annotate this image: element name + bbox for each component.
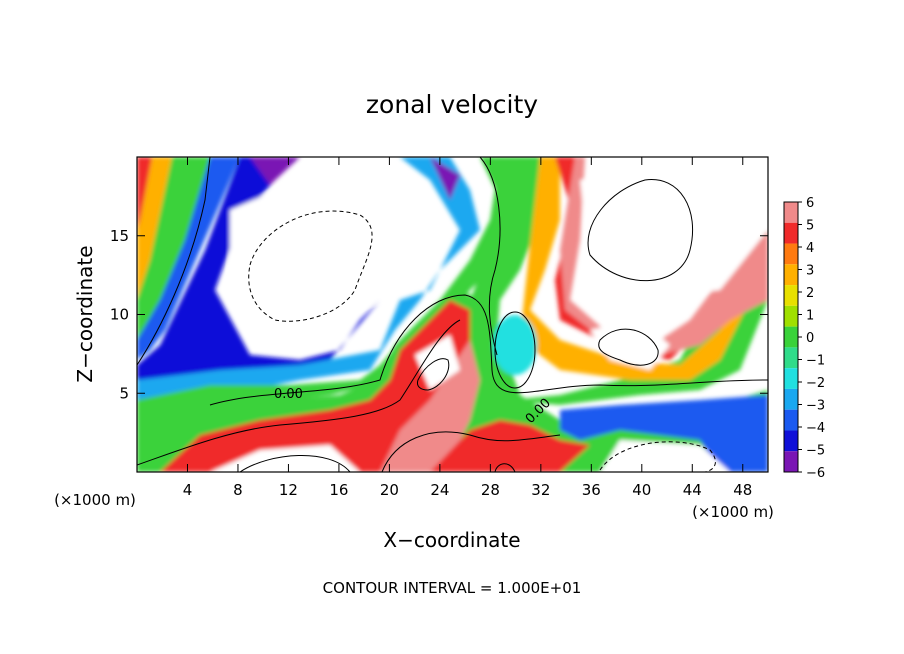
- y-tick-label: 5: [119, 384, 129, 402]
- x-tick-label: 36: [582, 481, 601, 499]
- y-axis: 5 10 15: [110, 227, 768, 402]
- y-axis-label: Z−coordinate: [73, 245, 97, 382]
- x-tick-label: 44: [683, 481, 702, 499]
- x-unit-label-right: (×1000 m): [692, 503, 774, 521]
- x-tick-label: 40: [632, 481, 651, 499]
- colorbar-label: 6: [806, 196, 814, 211]
- colorbar-swatch: [784, 202, 798, 223]
- x-tick-label: 4: [183, 481, 193, 499]
- colorbar-swatch: [784, 347, 798, 369]
- x-tick-label: 48: [733, 481, 752, 499]
- colorbar-label: −5: [806, 444, 825, 459]
- colorbar-label: −6: [806, 466, 825, 481]
- colorbar-swatch: [784, 264, 798, 286]
- x-tick-label: 24: [430, 481, 449, 499]
- colorbar-swatch: [784, 222, 798, 244]
- x-axis-label: X−coordinate: [383, 528, 520, 552]
- x-axis: 4 8 12 16 20 24 28 32 36 40 44 48: [183, 157, 752, 499]
- velocity-field: [137, 157, 768, 472]
- colorbar-swatch: [784, 388, 798, 410]
- colorbar-swatch: [784, 409, 798, 431]
- contour-label: 0.00: [274, 387, 303, 402]
- colorbar-label: 2: [806, 286, 814, 301]
- colorbar-label: 0: [806, 331, 814, 346]
- negative-contour-lines: [248, 210, 716, 472]
- colorbar-swatch: [784, 430, 798, 452]
- x-tick-label: 16: [329, 481, 348, 499]
- contour-lines: [137, 157, 768, 472]
- x-tick-label: 20: [380, 481, 399, 499]
- x-unit-label: (×1000 m): [54, 491, 136, 509]
- colorbar-swatch: [784, 368, 798, 389]
- contour-interval-footer: CONTOUR INTERVAL = 1.000E+01: [323, 579, 582, 597]
- x-tick-label: 12: [279, 481, 298, 499]
- colorbar-label: −3: [806, 399, 825, 414]
- colorbar-label: −2: [806, 376, 825, 391]
- colorbar-swatch: [784, 451, 798, 472]
- colorbar-swatch: [784, 285, 798, 306]
- x-tick-label: 8: [233, 481, 243, 499]
- colorbar-swatch: [784, 243, 798, 265]
- colorbar-label: −1: [806, 354, 825, 369]
- colorbar-label: −4: [806, 421, 825, 436]
- colorbar: 6 5 4 3 2 1 0 −1 −2 −3 −4 −5 −6: [783, 196, 825, 481]
- colorbar-swatch: [784, 305, 798, 327]
- colorbar-swatch: [784, 326, 798, 348]
- x-tick-label: 28: [481, 481, 500, 499]
- colorbar-label: 1: [806, 309, 814, 324]
- x-tick-label: 32: [531, 481, 550, 499]
- y-tick-label: 10: [110, 306, 129, 324]
- colorbar-label: 5: [806, 219, 814, 234]
- y-tick-label: 15: [110, 227, 129, 245]
- colorbar-label: 3: [806, 264, 814, 279]
- colorbar-label: 4: [806, 241, 814, 256]
- chart-title: zonal velocity: [366, 90, 538, 119]
